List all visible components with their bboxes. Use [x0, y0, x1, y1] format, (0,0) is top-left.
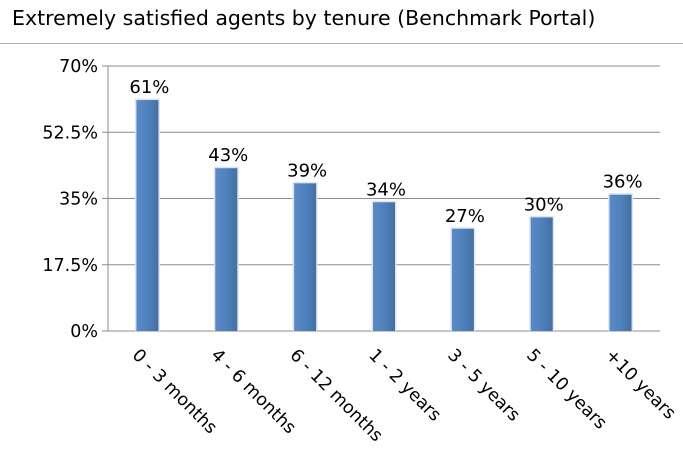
y-tick-label: 0%: [70, 322, 98, 342]
x-tick-label: 1 - 2 years: [364, 345, 444, 425]
y-tick-label: 35%: [59, 190, 98, 210]
bar: [215, 168, 238, 331]
x-tick-label: 3 - 5 years: [443, 345, 523, 425]
data-label: 43%: [208, 145, 248, 166]
title-divider: [0, 43, 683, 44]
data-label: 61%: [129, 77, 169, 98]
bar: [294, 183, 317, 331]
chart-title: Extremely satisfied agents by tenure (Be…: [12, 6, 596, 30]
y-axis-tick-labels: 0% 17.5% 35% 52.5% 70%: [42, 57, 98, 342]
y-tick-label: 17.5%: [42, 256, 98, 276]
bar: [609, 194, 632, 331]
data-label: 36%: [603, 172, 643, 193]
y-tick-label: 70%: [59, 57, 98, 77]
data-labels: 61% 43% 39% 34% 27% 30% 36%: [129, 77, 642, 227]
x-tick-label: +10 years: [601, 345, 679, 423]
y-tick-label: 52.5%: [42, 123, 98, 143]
x-tick-label: 5 - 10 years: [522, 345, 610, 433]
data-label: 34%: [366, 179, 406, 200]
bar: [530, 217, 553, 331]
data-label: 27%: [445, 206, 485, 227]
bars: [134, 98, 634, 331]
bar: [136, 100, 159, 331]
data-label: 30%: [524, 194, 564, 215]
bar: [451, 228, 474, 331]
bar: [373, 202, 395, 331]
data-label: 39%: [287, 160, 327, 181]
